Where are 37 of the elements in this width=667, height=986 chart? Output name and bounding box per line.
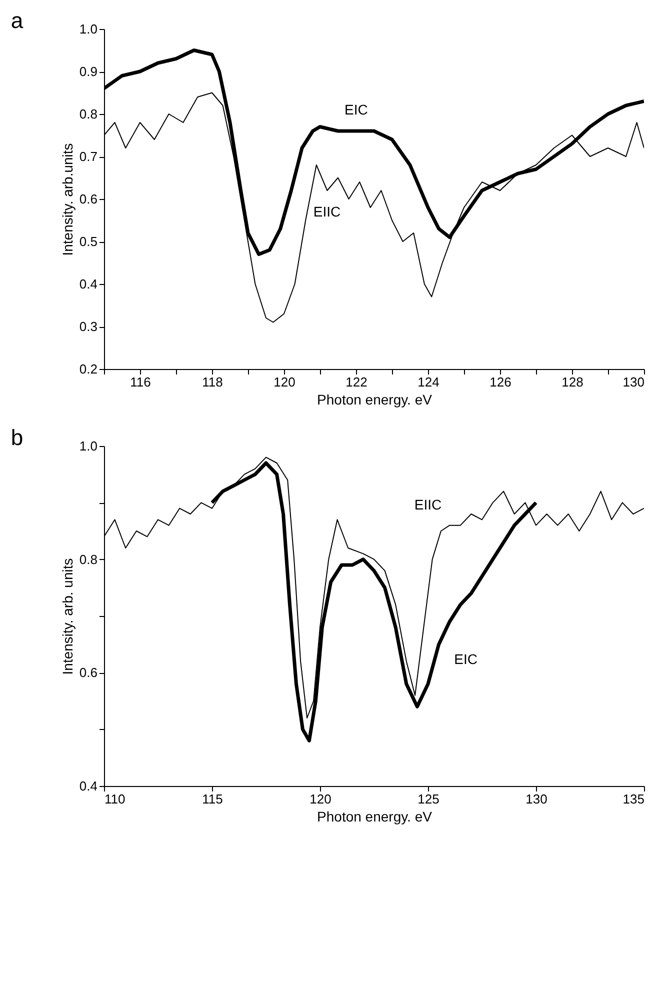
y-axis-title: Intensity. arb.units	[59, 143, 76, 256]
x-tick-label: 110	[104, 792, 126, 806]
x-tick-label: 115	[202, 792, 223, 806]
x-tick-label: 135	[622, 792, 644, 806]
y-tick-label: 0.6	[79, 192, 98, 206]
x-tick-label: 120	[310, 792, 332, 806]
y-tick-label: 0.7	[79, 149, 98, 164]
x-tick-label: 130	[622, 374, 644, 390]
x-tick-label: 124	[418, 374, 440, 390]
y-tick-label: 0.6	[79, 665, 98, 680]
x-tick-label: 130	[526, 792, 548, 806]
x-axis-title: Photon energy. eV	[317, 392, 433, 408]
y-tick-label: 0.8	[79, 552, 98, 567]
chart-title: a	[10, 8, 24, 33]
y-tick-label: 0.2	[79, 362, 98, 376]
x-tick-label: 128	[562, 374, 584, 390]
y-tick-label: 0.8	[79, 106, 98, 122]
y-tick-label: 0.3	[79, 319, 98, 334]
chart-title: b	[10, 425, 24, 450]
y-tick-label: 1.0	[79, 22, 98, 36]
x-tick-label: 125	[418, 792, 440, 806]
y-axis-title: Intensity. arb. units	[59, 558, 76, 675]
x-axis-title: Photon energy. eV	[317, 808, 433, 824]
x-tick-label: 118	[202, 374, 223, 390]
annotation: EIC	[454, 651, 478, 668]
annotation: EIIC	[414, 496, 442, 512]
y-tick-label: 1.0	[79, 438, 98, 454]
x-tick-label: 126	[490, 374, 512, 390]
annotation: EIC	[344, 102, 368, 118]
annotation: EIIC	[313, 204, 341, 220]
y-tick-label: 0.4	[79, 778, 98, 794]
x-tick-label: 116	[130, 374, 151, 390]
y-tick-label: 0.5	[79, 234, 98, 249]
y-tick-label: 0.4	[79, 276, 98, 292]
x-tick-label: 120	[274, 374, 296, 390]
x-tick-label: 122	[346, 374, 368, 390]
y-tick-label: 0.9	[79, 64, 98, 79]
